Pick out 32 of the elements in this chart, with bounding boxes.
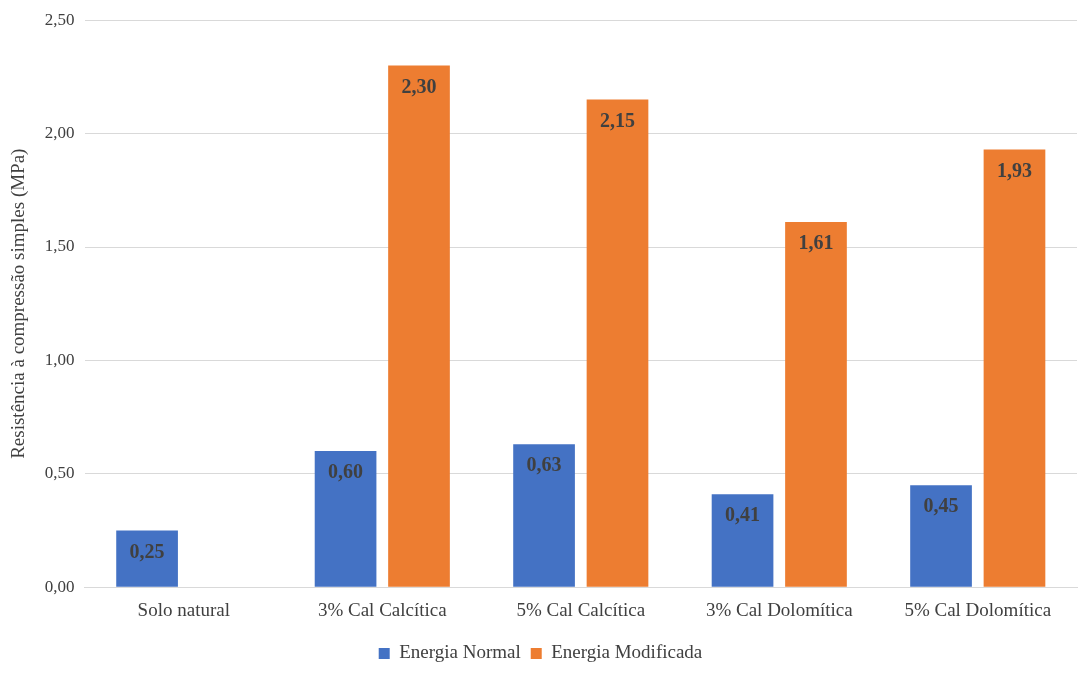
bar bbox=[785, 222, 847, 587]
y-tick-label: 2,50 bbox=[44, 9, 75, 29]
data-label: 0,45 bbox=[923, 494, 959, 517]
x-tick-label: 3% Cal Dolomítica bbox=[705, 598, 854, 620]
data-label: 0,25 bbox=[129, 539, 165, 562]
bar bbox=[586, 99, 649, 587]
data-label: 1,93 bbox=[996, 158, 1032, 181]
data-label: 2,30 bbox=[401, 74, 437, 97]
y-tick-label: 0,50 bbox=[44, 463, 75, 483]
x-tick-label: 5% Cal Calcítica bbox=[516, 598, 646, 620]
y-axis-title: Resistência à compressão simples (MPa) bbox=[7, 148, 30, 459]
data-label: 0,60 bbox=[328, 460, 364, 483]
y-tick-label: 1,00 bbox=[44, 349, 75, 369]
y-tick-label: 0,00 bbox=[44, 576, 75, 596]
bar bbox=[910, 485, 972, 587]
data-label: 1,61 bbox=[798, 231, 834, 254]
bar bbox=[513, 444, 575, 587]
data-label: 0,41 bbox=[725, 503, 761, 526]
x-tick-label: 3% Cal Calcítica bbox=[317, 598, 448, 620]
y-tick-label: 1,50 bbox=[44, 236, 75, 256]
bar bbox=[711, 494, 774, 587]
x-tick-label: 5% Cal Dolomítica bbox=[904, 598, 1052, 620]
legend-label: Energia Modificada bbox=[551, 641, 703, 663]
bar bbox=[116, 530, 178, 587]
data-label: 0,63 bbox=[526, 453, 562, 476]
y-tick-label: 2,00 bbox=[44, 123, 75, 143]
bar bbox=[983, 149, 1046, 587]
data-label: 2,15 bbox=[600, 108, 635, 131]
bar bbox=[388, 65, 450, 587]
bar bbox=[314, 451, 377, 587]
legend-label: Energia Normal bbox=[399, 641, 521, 663]
x-tick-label: Solo natural bbox=[137, 598, 230, 620]
